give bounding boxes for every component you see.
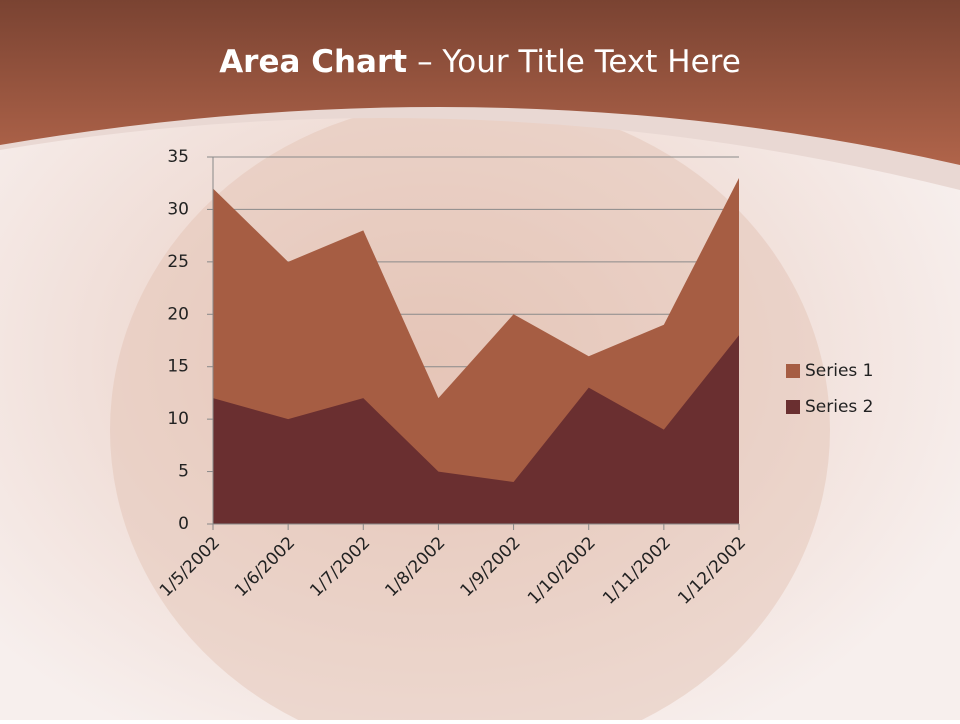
title-rest: – Your Title Text Here — [417, 44, 741, 80]
y-tick-label: 5 — [178, 462, 189, 482]
y-tick-label: 0 — [178, 514, 189, 534]
y-tick-label: 15 — [167, 357, 189, 377]
legend-swatch — [786, 364, 800, 378]
legend-label: Series 2 — [805, 397, 874, 417]
y-tick-label: 20 — [167, 304, 189, 324]
title-bold: Area Chart — [219, 44, 407, 80]
y-tick-label: 30 — [167, 199, 189, 219]
legend-label: Series 1 — [805, 361, 874, 381]
legend-swatch — [786, 400, 800, 414]
y-tick-label: 35 — [167, 147, 189, 167]
header — [0, 0, 960, 165]
title: Area Chart – Your Title Text Here — [219, 44, 741, 80]
area — [213, 335, 739, 524]
y-tick-label: 25 — [167, 252, 189, 272]
y-tick-label: 10 — [167, 409, 189, 429]
